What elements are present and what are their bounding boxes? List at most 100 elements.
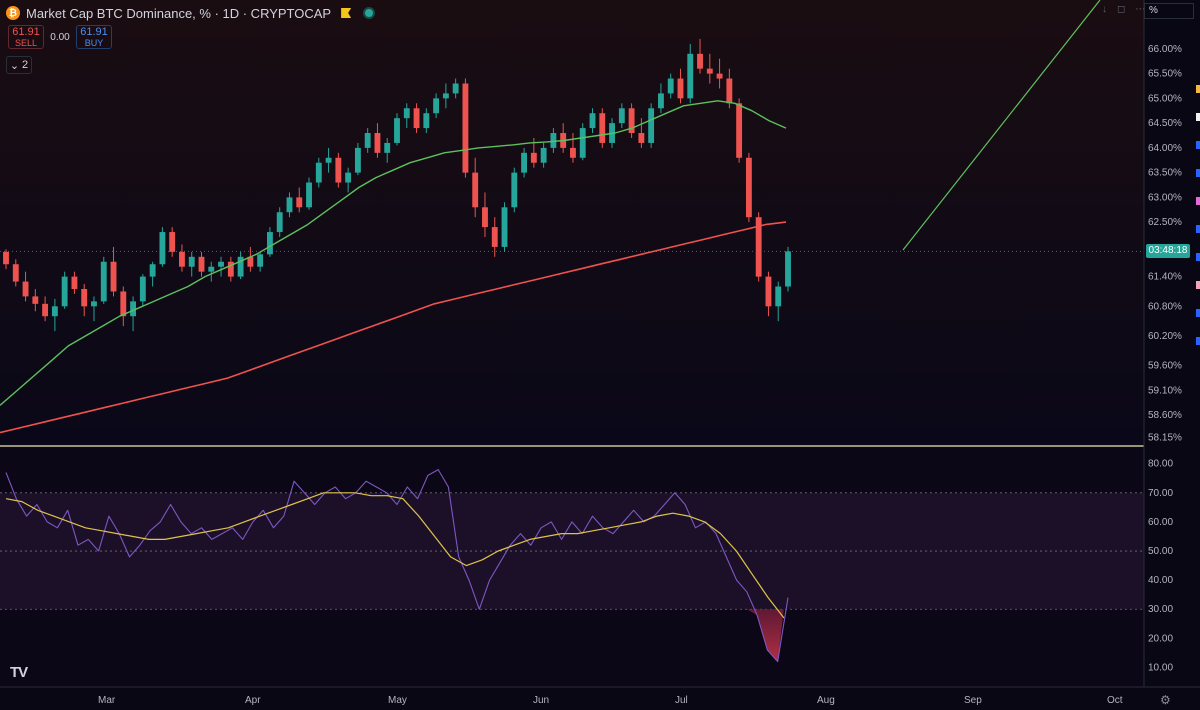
- candle-body[interactable]: [501, 207, 508, 247]
- more-icon[interactable]: ⋯: [1135, 4, 1146, 15]
- chart-title[interactable]: Market Cap BTC Dominance, % · 1D · CRYPT…: [26, 5, 332, 21]
- candle-body[interactable]: [687, 53, 694, 99]
- candle-body[interactable]: [12, 264, 19, 282]
- trend-line-drawing[interactable]: [902, 0, 1101, 251]
- candle-body[interactable]: [413, 108, 420, 129]
- candle-body[interactable]: [648, 108, 655, 143]
- candle-body[interactable]: [599, 113, 606, 143]
- arrow-down-icon[interactable]: ↓: [1102, 4, 1107, 15]
- candle-body[interactable]: [325, 157, 332, 163]
- tradingview-logo[interactable]: TV: [10, 664, 28, 681]
- ma200-line[interactable]: [0, 221, 787, 434]
- candle-body[interactable]: [81, 288, 88, 307]
- candle-body[interactable]: [198, 256, 205, 272]
- candle-body[interactable]: [452, 83, 459, 94]
- candle-body[interactable]: [266, 232, 273, 255]
- candle-body[interactable]: [257, 254, 264, 267]
- candle-body[interactable]: [159, 232, 166, 265]
- candle-body[interactable]: [550, 133, 557, 148]
- candle-body[interactable]: [521, 152, 528, 173]
- candle-body[interactable]: [472, 172, 479, 208]
- candle-body[interactable]: [530, 152, 537, 163]
- candle-body[interactable]: [540, 147, 547, 163]
- edge-marker[interactable]: [1196, 225, 1200, 233]
- candle-body[interactable]: [61, 276, 68, 307]
- candle-body[interactable]: [423, 113, 430, 129]
- market-status-icon[interactable]: [363, 7, 376, 19]
- candle-body[interactable]: [442, 93, 449, 99]
- candle-body[interactable]: [482, 207, 488, 228]
- candle-body[interactable]: [628, 108, 635, 134]
- gear-icon[interactable]: ⚙: [1160, 693, 1171, 707]
- candle-body[interactable]: [706, 68, 713, 74]
- rsi-ma-line[interactable]: [5, 492, 785, 619]
- candle-body[interactable]: [218, 261, 224, 267]
- candle-body[interactable]: [785, 251, 791, 287]
- edge-marker[interactable]: [1196, 113, 1200, 121]
- candle-body[interactable]: [51, 306, 58, 317]
- candle-body[interactable]: [286, 197, 293, 213]
- unit-selector[interactable]: %: [1144, 3, 1194, 19]
- candle-body[interactable]: [354, 147, 361, 173]
- candle-body[interactable]: [765, 276, 772, 307]
- edge-marker[interactable]: [1196, 253, 1200, 261]
- candle-body[interactable]: [139, 276, 146, 302]
- candle-body[interactable]: [570, 147, 576, 158]
- candle-body[interactable]: [433, 98, 440, 114]
- candle-body[interactable]: [100, 261, 107, 302]
- candle-body[interactable]: [745, 157, 752, 218]
- candle-body[interactable]: [579, 128, 586, 158]
- buy-button[interactable]: 61.91 BUY: [76, 25, 112, 49]
- candle-body[interactable]: [149, 264, 156, 277]
- candle-body[interactable]: [726, 78, 733, 104]
- candle-body[interactable]: [736, 103, 743, 158]
- candle-body[interactable]: [237, 256, 244, 277]
- candle-body[interactable]: [71, 276, 78, 289]
- candle-body[interactable]: [589, 113, 596, 129]
- edge-marker[interactable]: [1196, 169, 1200, 177]
- sell-button[interactable]: 61.91 SELL: [8, 25, 44, 49]
- candle-body[interactable]: [179, 251, 185, 267]
- candle-body[interactable]: [247, 256, 254, 267]
- rsi-line[interactable]: [5, 469, 789, 663]
- candle-body[interactable]: [296, 197, 303, 208]
- flag-icon[interactable]: [341, 8, 352, 18]
- candle-body[interactable]: [335, 157, 342, 183]
- candle-body[interactable]: [169, 232, 176, 252]
- edge-marker[interactable]: [1196, 309, 1200, 317]
- candle-body[interactable]: [130, 301, 137, 317]
- candle-body[interactable]: [511, 172, 518, 208]
- candle-body[interactable]: [618, 108, 625, 124]
- candle-body[interactable]: [345, 172, 352, 183]
- candle-body[interactable]: [677, 78, 684, 99]
- candle-body[interactable]: [276, 212, 283, 233]
- candle-body[interactable]: [657, 93, 664, 109]
- candle-body[interactable]: [315, 162, 322, 183]
- candle-body[interactable]: [638, 133, 645, 143]
- candle-body[interactable]: [3, 251, 9, 265]
- candle-body[interactable]: [755, 217, 762, 277]
- candle-body[interactable]: [208, 266, 215, 272]
- indicators-toggle[interactable]: ⌄ 2: [6, 56, 32, 74]
- candle-body[interactable]: [462, 83, 469, 173]
- candle-body[interactable]: [227, 261, 234, 277]
- candle-body[interactable]: [110, 261, 117, 292]
- candle-body[interactable]: [91, 301, 97, 307]
- candle-body[interactable]: [42, 303, 49, 317]
- candle-body[interactable]: [364, 133, 371, 148]
- candle-body[interactable]: [403, 108, 410, 119]
- maximize-icon[interactable]: ◻: [1117, 4, 1126, 15]
- candle-body[interactable]: [384, 142, 391, 153]
- candle-body[interactable]: [394, 118, 400, 143]
- candle-body[interactable]: [491, 227, 498, 247]
- candle-body[interactable]: [667, 78, 674, 94]
- candle-body[interactable]: [306, 182, 312, 208]
- chart-legend[interactable]: ₿ Market Cap BTC Dominance, % · 1D · CRY…: [6, 4, 376, 22]
- edge-marker[interactable]: [1196, 141, 1200, 149]
- candle-body[interactable]: [775, 286, 782, 307]
- candle-body[interactable]: [32, 296, 39, 304]
- edge-marker[interactable]: [1196, 85, 1200, 93]
- candle-body[interactable]: [120, 291, 127, 317]
- ma50-line[interactable]: [0, 100, 787, 406]
- candle-body[interactable]: [188, 256, 195, 267]
